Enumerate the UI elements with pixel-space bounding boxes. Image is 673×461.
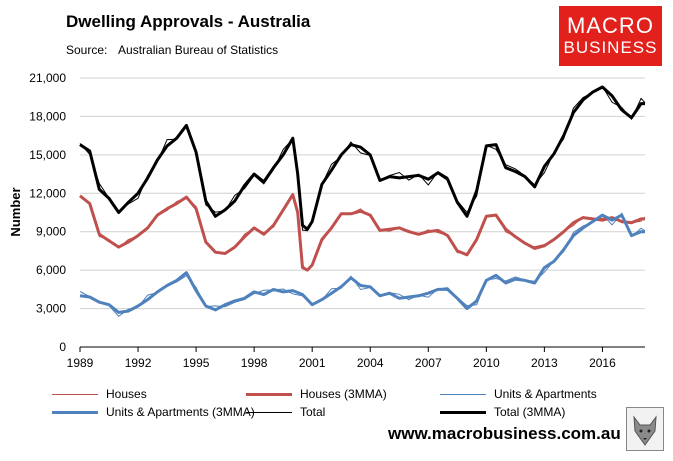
x-tick-label: 1992	[125, 356, 152, 370]
chart-title: Dwelling Approvals - Australia	[66, 12, 311, 31]
y-axis-label: Number	[8, 187, 23, 236]
y-tick-label: 21,000	[29, 71, 66, 85]
logo-line-2: BUSINESS	[563, 38, 658, 57]
series-lines	[79, 85, 646, 317]
source-line: Source: Australian Bureau of Statistics	[66, 43, 278, 57]
x-tick-label: 2007	[415, 356, 442, 370]
series-total-3mma-line	[79, 85, 645, 231]
y-tick-label: 15,000	[29, 148, 66, 162]
x-tick-label: 2001	[299, 356, 326, 370]
series-units-line	[79, 212, 646, 317]
y-tick-label: 3,000	[36, 302, 66, 316]
y-tick-label: 9,000	[36, 225, 66, 239]
series-houses-3mma-line	[79, 193, 645, 272]
macro-business-logo: MACRO BUSINESS	[559, 6, 662, 66]
x-tick-label: 1998	[241, 356, 268, 370]
x-tick-label: 2013	[531, 356, 558, 370]
y-tick-labels: 0 3,000 6,000 9,000 12,000 15,000 18,000 21,000	[29, 71, 66, 354]
y-tick-label: 6,000	[36, 263, 66, 277]
source-label: Source:	[66, 43, 108, 57]
x-tick-label: 1995	[183, 356, 210, 370]
series-units-3mma-line	[79, 213, 645, 314]
y-tick-label: 18,000	[29, 109, 66, 123]
y-tick-label: 0	[59, 340, 66, 354]
wolf-icon	[626, 407, 664, 451]
logo-line-1: MACRO	[567, 13, 654, 38]
website-url: www.macrobusiness.com.au	[388, 424, 621, 443]
source-text: Australian Bureau of Statistics	[118, 43, 279, 57]
x-tick-label: 2004	[357, 356, 384, 370]
x-tick-label: 2016	[589, 356, 616, 370]
x-tick-labels: 1989 1992 1995 1998 2001 2004 2007 2010 2013 2016	[67, 347, 616, 370]
x-tick-label: 1989	[67, 356, 94, 370]
x-tick-label: 2010	[473, 356, 500, 370]
gridlines	[80, 77, 645, 310]
y-tick-label: 12,000	[29, 186, 66, 200]
